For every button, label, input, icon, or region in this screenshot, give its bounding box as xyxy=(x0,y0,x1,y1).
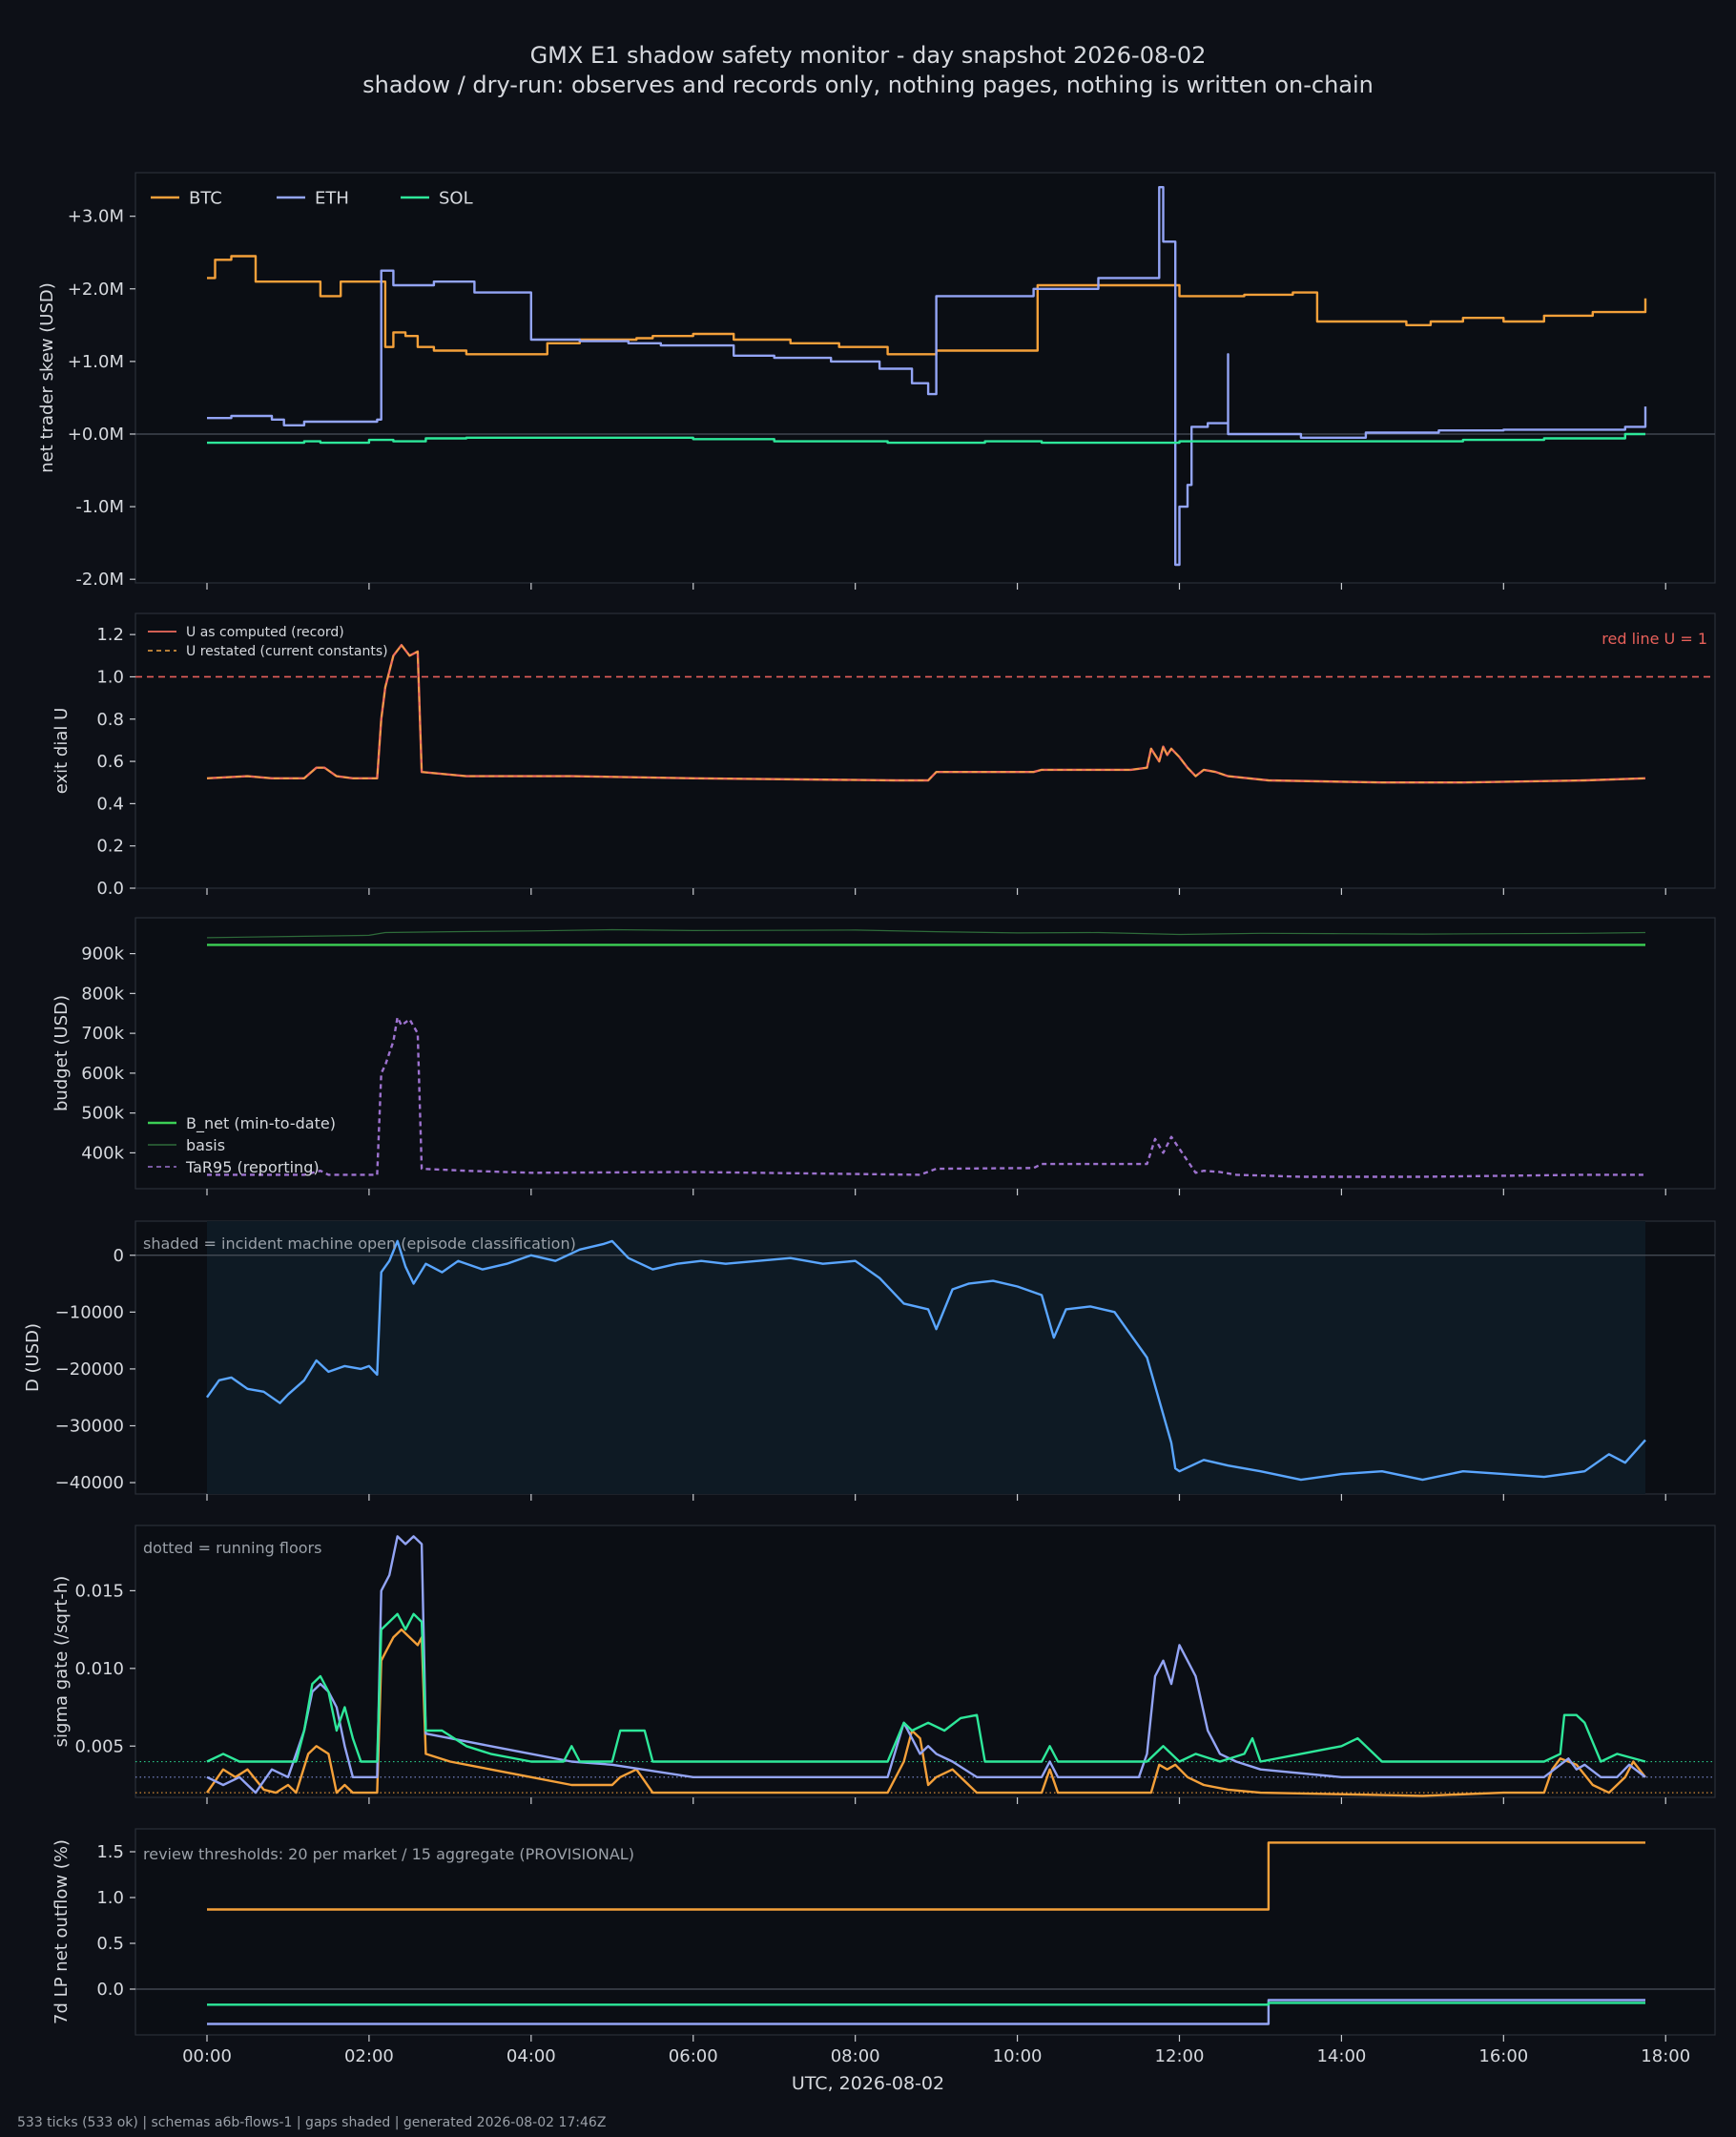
y-tick-label: -1.0M xyxy=(75,497,124,517)
series-line-btc xyxy=(206,1628,1646,1797)
y-tick-label: 700k xyxy=(81,1024,124,1044)
panel-3: 900k 800k 700k 600k 500k 400k budget (USD) xyxy=(52,917,1716,1195)
series-line-btc xyxy=(207,255,1647,356)
figure-title: GMX E1 shadow safety monitor - day snaps… xyxy=(530,42,1207,69)
y-axis-label: sigma gate (/sqrt-h) xyxy=(52,1576,72,1748)
plot-area xyxy=(206,928,1646,1178)
y-tick-label: −20000 xyxy=(55,1359,124,1380)
series-line-sol xyxy=(206,1612,1646,1763)
y-tick-label: 1.2 xyxy=(96,625,124,645)
series-line-u-restated-current-constants xyxy=(206,644,1646,783)
y-axis-label: budget (USD) xyxy=(52,995,72,1111)
panel-frame xyxy=(134,612,1716,889)
legend-label: ETH xyxy=(315,188,349,208)
y-tick-label: 0.005 xyxy=(74,1736,124,1756)
y-tick-label: 1.0 xyxy=(96,1888,124,1908)
y-tick-label: 500k xyxy=(81,1104,124,1124)
legend-u: U as computed (record) U restated (curren… xyxy=(148,625,388,659)
y-tick-label: 900k xyxy=(81,944,124,965)
plot-area xyxy=(135,644,1715,784)
y-axis-label: D (USD) xyxy=(23,1323,43,1392)
panel-6: 1.5 1.0 0.5 0.0 7d LP net outflow (%) 00:00 02… xyxy=(52,1828,1716,2066)
shaded-incident-range xyxy=(207,1221,1645,1494)
y-tick-label: 0 xyxy=(114,1246,124,1266)
y-axis-label: 7d LP net outflow (%) xyxy=(52,1839,72,2024)
panel-2: 1.2 1.0 0.8 0.6 0.4 0.2 0.0 exit dial U xyxy=(52,612,1716,899)
series-line-sol xyxy=(207,2002,1645,2006)
y-tick-label: 400k xyxy=(81,1143,124,1163)
legend-label: B_net (min-to-date) xyxy=(186,1114,336,1133)
legend-label: U restated (current constants) xyxy=(186,644,388,659)
red-line-annotation: red line U = 1 xyxy=(1602,630,1707,648)
incident-shading-annotation: shaded = incident machine open (episode … xyxy=(143,1234,576,1253)
y-tick-label: +3.0M xyxy=(68,207,124,227)
plot-area xyxy=(135,1841,1715,2025)
x-tick-label: 08:00 xyxy=(831,2046,880,2066)
y-axis-label: net trader skew (USD) xyxy=(37,282,57,473)
x-tick-label: 06:00 xyxy=(669,2046,718,2066)
x-tick-label: 14:00 xyxy=(1316,2046,1366,2066)
y-tick-label: 600k xyxy=(81,1064,124,1084)
x-tick-label: 18:00 xyxy=(1641,2046,1690,2066)
y-tick-label: 0.4 xyxy=(96,794,124,814)
y-tick-label: 0.0 xyxy=(96,879,124,899)
panel-frame xyxy=(134,917,1716,1190)
y-tick-label: -2.0M xyxy=(75,570,124,590)
series-line-basis xyxy=(206,928,1646,939)
legend-label: SOL xyxy=(439,188,473,208)
y-tick-label: +2.0M xyxy=(68,280,124,300)
x-tick-label: 16:00 xyxy=(1478,2046,1528,2066)
x-tick-label: 12:00 xyxy=(1155,2046,1205,2066)
legend-skew: BTC ETH SOL xyxy=(151,188,473,208)
y-tick-label: 0.010 xyxy=(74,1659,124,1679)
panel-4: 0 −10000 −20000 −30000 −40000 D (USD) xyxy=(23,1220,1716,1501)
y-axis-label: exit dial U xyxy=(52,708,72,795)
y-tick-label: −10000 xyxy=(55,1302,124,1322)
panels: +3.0M +2.0M +1.0M +0.0M -1.0M -2.0M net trader… xyxy=(23,172,1716,2066)
legend-label: TaR95 (reporting) xyxy=(185,1158,320,1176)
y-tick-label: 0.6 xyxy=(96,752,124,772)
y-tick-label: 1.0 xyxy=(96,667,124,687)
x-axis-label: UTC, 2026-08-02 xyxy=(792,2073,944,2094)
x-tick-label: 10:00 xyxy=(993,2046,1043,2066)
y-tick-label: 0.2 xyxy=(96,837,124,857)
legend-label: basis xyxy=(186,1136,225,1154)
y-tick-label: +0.0M xyxy=(68,425,124,445)
x-tick-label: 00:00 xyxy=(182,2046,232,2066)
legend-budget: B_net (min-to-date) basis TaR95 (reporting… xyxy=(148,1114,336,1176)
series-line-d xyxy=(206,1239,1646,1482)
x-tick-label: 04:00 xyxy=(506,2046,556,2066)
y-tick-label: +1.0M xyxy=(68,352,124,372)
y-tick-label: 0.5 xyxy=(96,1934,124,1954)
series-line-sol xyxy=(207,432,1645,445)
series-line-eth xyxy=(207,186,1647,567)
panel-1: +3.0M +2.0M +1.0M +0.0M -1.0M -2.0M net trader… xyxy=(37,172,1716,590)
plot-area xyxy=(135,1535,1715,1797)
y-tick-label: 0.8 xyxy=(96,710,124,730)
plot-area xyxy=(135,186,1715,567)
y-tick-label: 800k xyxy=(81,984,124,1004)
figure-subtitle: shadow / dry-run: observes and records o… xyxy=(362,72,1374,98)
footer-status: 533 ticks (533 ok) | schemas a6b-flows-1… xyxy=(17,2115,606,2130)
x-tick-label: 02:00 xyxy=(344,2046,394,2066)
panel-frame xyxy=(134,1525,1716,1798)
legend-label: BTC xyxy=(189,188,222,208)
y-tick-label: −30000 xyxy=(55,1417,124,1437)
series-line-btc xyxy=(207,1841,1645,1911)
y-tick-label: 0.0 xyxy=(96,1980,124,2000)
review-thresholds-annotation: review thresholds: 20 per market / 15 ag… xyxy=(143,1845,634,1863)
y-tick-label: 1.5 xyxy=(96,1842,124,1862)
panel-frame xyxy=(134,172,1716,584)
plot-area xyxy=(135,1221,1715,1494)
legend-label: U as computed (record) xyxy=(186,625,344,640)
series-line-eth xyxy=(207,1999,1645,2025)
y-tick-label: 0.015 xyxy=(74,1581,124,1601)
floors-annotation: dotted = running floors xyxy=(143,1539,321,1557)
y-tick-label: −40000 xyxy=(55,1473,124,1493)
series-line-tar95-reporting xyxy=(207,1016,1645,1178)
